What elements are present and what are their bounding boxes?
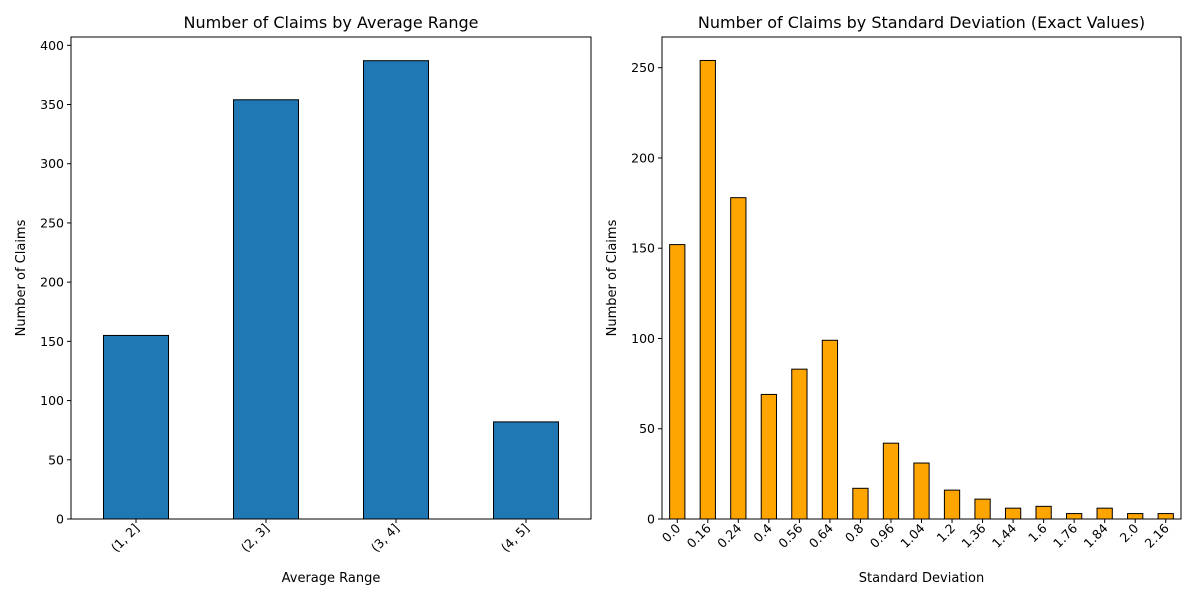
x-tick-label-6: 0.8: [842, 520, 867, 545]
x-tick-label-9: 1.2: [933, 521, 958, 546]
bar-1: [233, 99, 299, 520]
bar-10: [974, 498, 991, 520]
bar-8: [913, 462, 930, 520]
x-tick-label-0: (1, 2]: [108, 521, 142, 555]
x-tick-label-16: 2.16: [1142, 520, 1172, 550]
bar-0: [103, 334, 169, 520]
bar-2: [363, 60, 429, 520]
bar-1: [699, 59, 716, 520]
y-axis-label: Number of Claims: [14, 219, 29, 336]
x-tick-label-1: (2, 3]: [238, 521, 272, 555]
y-tick-label-6: 300: [40, 156, 64, 171]
bar-3: [493, 421, 559, 520]
chart-standard-deviation: 0 50 100 150 200 250 0.0 0.16 0.24 0.4 0.56 0.64 0.8…: [605, 13, 1182, 586]
x-tick-label-4: 0.56: [775, 520, 805, 550]
y-tick-label-3: 150: [40, 334, 64, 349]
x-tick-label-11: 1.44: [989, 520, 1019, 550]
bar-4: [791, 368, 808, 520]
y-tick-label-5: 250: [40, 215, 64, 230]
x-tick-label-12: 1.6: [1025, 520, 1050, 545]
y-tick-label-7: 350: [40, 97, 64, 112]
y-tick-label-2: 100: [40, 393, 64, 408]
x-tick-label-2: 0.24: [714, 520, 744, 550]
bar-13: [1066, 513, 1083, 520]
y-axis-label: Number of Claims: [605, 219, 620, 336]
bar-16: [1157, 513, 1174, 520]
chart-title: Number of Claims by Standard Deviation (…: [698, 13, 1145, 32]
y-tick-label-4: 200: [40, 275, 64, 290]
y-tick-label-0: 0: [647, 512, 655, 527]
bar-6: [852, 487, 869, 520]
x-tick-label-1: 0.16: [684, 520, 714, 550]
x-tick-label-10: 1.36: [958, 520, 988, 550]
bar-12: [1035, 505, 1052, 520]
bar-5: [821, 339, 839, 520]
x-tick-label-15: 2.0: [1117, 520, 1142, 545]
plot-frame: [70, 36, 592, 520]
x-tick-label-13: 1.76: [1050, 520, 1080, 550]
y-tick-label-1: 50: [639, 421, 655, 436]
x-axis-label: Standard Deviation: [859, 571, 984, 586]
bar-3: [760, 393, 777, 520]
bar-15: [1127, 513, 1144, 520]
x-tick-label-5: 0.64: [806, 520, 836, 550]
x-tick-label-2: (3, 4]: [368, 521, 402, 555]
chart-title: Number of Claims by Average Range: [184, 13, 479, 32]
bar-9: [943, 489, 961, 520]
y-tick-label-8: 400: [40, 38, 64, 53]
bar-14: [1096, 507, 1113, 520]
x-axis-label: Average Range: [282, 571, 381, 586]
bar-7: [882, 442, 900, 520]
x-tick-label-3: (4, 5]: [498, 521, 532, 555]
y-tick-label-1: 50: [48, 452, 64, 467]
y-tick-label-4: 200: [631, 150, 655, 165]
y-tick-label-3: 150: [631, 241, 655, 256]
x-tick-label-14: 1.84: [1081, 520, 1111, 550]
x-tick-label-0: 0.0: [659, 520, 684, 545]
x-tick-label-3: 0.4: [750, 520, 775, 545]
y-tick-label-0: 0: [56, 512, 64, 527]
chart-average-range: 0 50 100 150 200 250 300 350 400 (1, 2] (2, 3] (3, …: [14, 13, 592, 586]
bar-2: [730, 197, 747, 520]
y-tick-label-2: 100: [631, 331, 655, 346]
bar-0: [669, 244, 686, 520]
x-tick-label-8: 1.04: [897, 520, 927, 550]
bar-11: [1004, 507, 1022, 520]
y-tick-label-5: 250: [631, 60, 655, 75]
x-tick-label-7: 0.96: [867, 520, 897, 550]
